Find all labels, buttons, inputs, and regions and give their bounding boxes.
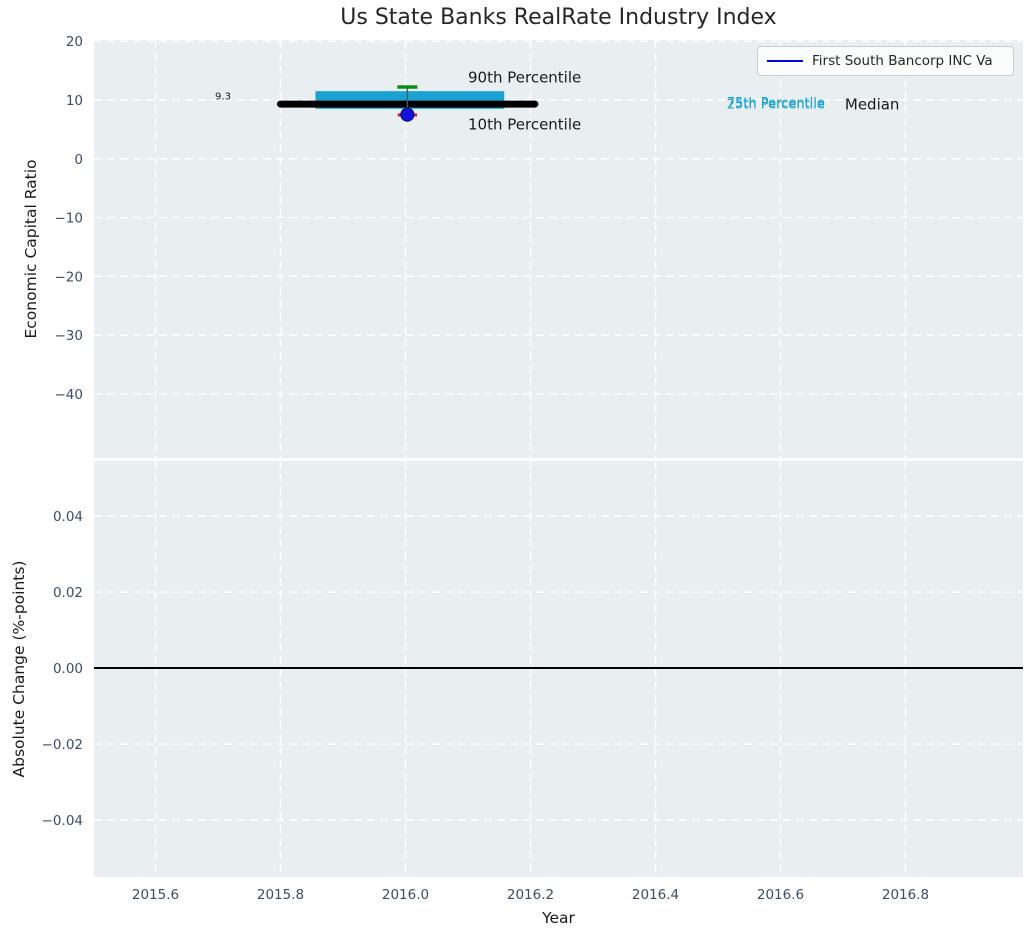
x-tick-label: 2016.2 [507,887,554,903]
x-tick-label: 2015.8 [257,887,304,903]
y-tick-label: −20 [55,269,84,285]
y-tick-label: −30 [55,328,84,344]
y-tick-label: 0.02 [53,585,83,601]
legend-label: First South Bancorp INC Va [812,53,993,69]
x-tick-label: 2016.6 [757,887,804,903]
annotation-p75-label: 75th Percentile [727,96,825,111]
y-tick-label: 0 [74,152,83,168]
bottom-y-axis-label: Absolute Change (%-points) [10,560,28,778]
x-tick-label: 2016.0 [382,887,429,903]
legend-line-icon [767,60,803,62]
company-point [400,107,415,122]
x-tick-label: 2016.4 [632,887,679,903]
y-tick-label: 0.00 [53,661,83,677]
y-tick-label: 0.04 [53,509,83,525]
chart-title: Us State Banks RealRate Industry Index [340,5,777,30]
legend: First South Bancorp INC Va [757,46,1014,76]
annotation-p90-label: 90th Percentile [468,68,581,86]
annotation-p10-label: 10th Percentile [468,115,581,133]
y-tick-label: −40 [55,387,84,403]
x-tick-label: 2016.8 [882,887,929,903]
y-tick-label: −0.02 [42,737,83,753]
x-axis-label: Year [542,909,575,927]
y-tick-label: 10 [66,93,83,109]
y-tick-label: 20 [66,34,83,50]
x-tick-label: 2015.6 [132,887,179,903]
annotation-p25-label: 25th Percentile [727,97,825,112]
y-tick-label: −0.04 [42,813,83,829]
top-panel-background [94,40,1023,458]
top-y-axis-label: Economic Capital Ratio [22,159,40,339]
annotation-median-value-label: 9.3 [215,91,231,102]
y-tick-label: −10 [55,211,84,227]
annotation-median-label: Median [845,96,900,114]
